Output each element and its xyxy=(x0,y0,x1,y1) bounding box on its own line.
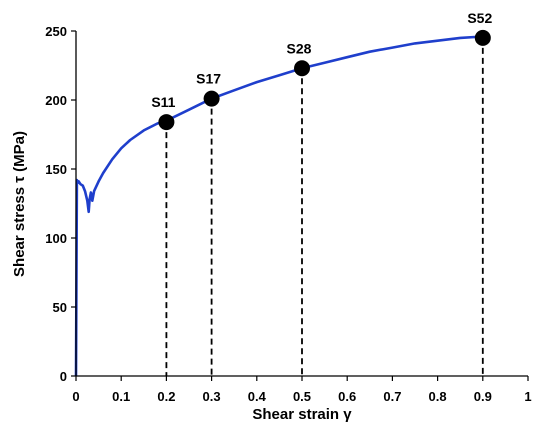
y-tick-label: 200 xyxy=(45,93,67,108)
y-tick-label: 0 xyxy=(60,369,67,384)
y-tick-label: 50 xyxy=(53,300,67,315)
y-axis-title: Shear stress τ (MPa) xyxy=(11,131,28,277)
stress-strain-curve xyxy=(74,35,483,377)
x-tick-label: 0.3 xyxy=(203,389,221,404)
point-label-s52: S52 xyxy=(467,10,492,26)
point-marker-s28 xyxy=(294,60,310,77)
point-label-s17: S17 xyxy=(196,71,221,87)
point-label-s28: S28 xyxy=(287,40,312,56)
y-tick-label: 150 xyxy=(45,162,67,177)
y-tick-label: 100 xyxy=(45,231,67,246)
y-axis-ticks: 0 50 100 150 200 250 xyxy=(45,24,76,384)
x-tick-label: 0 xyxy=(72,389,79,404)
x-tick-label: 0.4 xyxy=(248,389,267,404)
x-tick-label: 0.7 xyxy=(383,389,401,404)
plot-area: S11 S17 S28 S52 xyxy=(74,10,492,377)
x-tick-label: 0.5 xyxy=(293,389,311,404)
x-tick-label: 0.1 xyxy=(112,389,130,404)
x-tick-label: 1 xyxy=(524,389,531,404)
point-marker-s52 xyxy=(474,29,491,46)
x-tick-label: 0.8 xyxy=(429,389,447,404)
point-label-s11: S11 xyxy=(151,94,175,110)
x-axis-title: Shear strain γ xyxy=(252,406,352,423)
point-marker-s17 xyxy=(203,90,220,107)
x-tick-label: 0.9 xyxy=(474,389,492,404)
x-axis-ticks: 0 0.1 0.2 0.3 0.4 0.5 0.6 0.7 0.8 0.9 1 xyxy=(72,376,532,404)
x-tick-label: 0.6 xyxy=(338,389,356,404)
x-tick-label: 0.2 xyxy=(157,389,175,404)
point-marker-s11 xyxy=(158,114,175,131)
y-tick-label: 250 xyxy=(45,24,67,39)
